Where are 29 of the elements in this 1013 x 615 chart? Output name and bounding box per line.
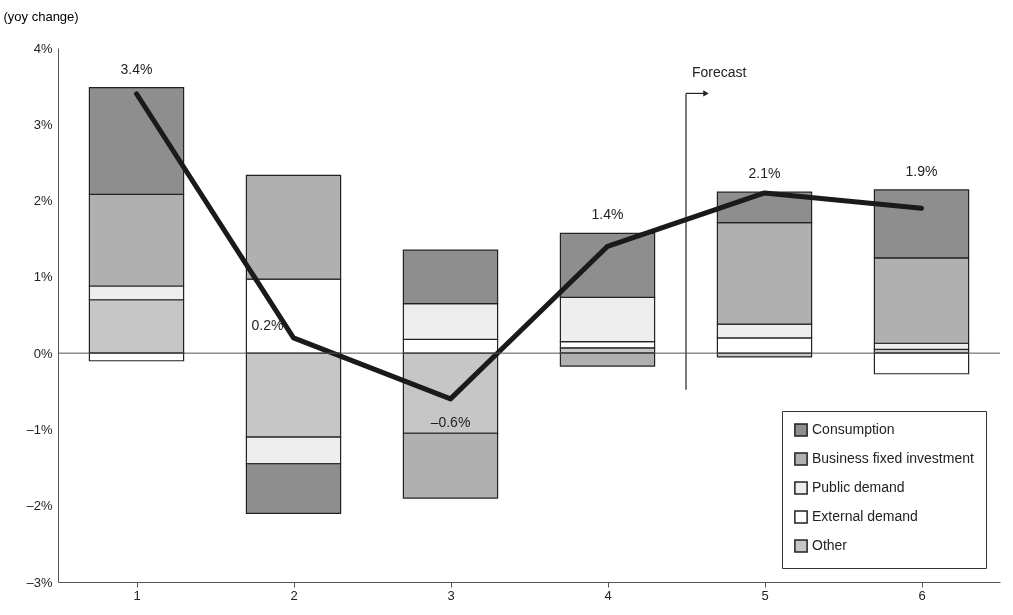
x-tick-label: 1 <box>133 587 141 603</box>
ref-line-label: Forecast <box>692 64 747 81</box>
y-tick-label: 0% <box>33 345 53 361</box>
y-tick-label: 1% <box>33 269 53 285</box>
data-label: 1.9% <box>905 162 938 179</box>
y-tick-label: –1% <box>26 421 53 437</box>
data-label: 1.4% <box>591 206 624 223</box>
y-tick-label: –3% <box>26 574 53 590</box>
y-axis-title: (yoy change) <box>3 8 79 24</box>
bar <box>873 352 970 375</box>
legend-label: External demand <box>812 508 918 524</box>
legend-label: Business fixed investment <box>812 450 974 466</box>
y-tick-label: –2% <box>26 498 53 514</box>
bar <box>559 352 656 367</box>
legend-label: Other <box>812 537 848 553</box>
x-tick-label: 5 <box>761 587 769 603</box>
y-tick-label: 3% <box>33 116 53 132</box>
y-tick-label: 2% <box>33 193 53 209</box>
data-label: 3.4% <box>120 60 153 77</box>
x-tick-label: 3 <box>447 587 455 603</box>
data-label: 2.1% <box>748 165 781 182</box>
legend-label: Public demand <box>812 479 905 495</box>
x-tick-label: 4 <box>604 587 612 603</box>
x-tick-label: 6 <box>918 587 926 603</box>
data-label: –0.6% <box>430 413 471 430</box>
data-label: 0.2% <box>251 316 284 333</box>
y-tick-label: 4% <box>33 40 53 56</box>
x-tick-label: 2 <box>290 587 298 603</box>
legend-label: Consumption <box>812 421 895 437</box>
